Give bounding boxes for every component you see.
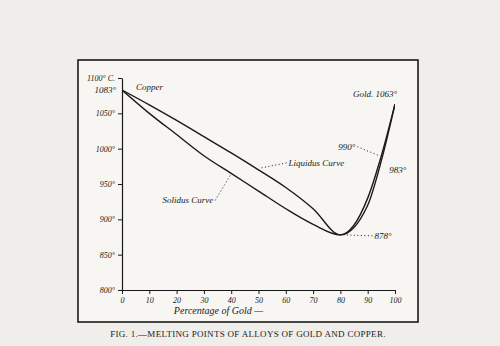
leader bbox=[262, 163, 287, 168]
y-tick: 1000° bbox=[96, 145, 122, 154]
x-tick: 80 bbox=[337, 290, 345, 305]
annotation: 878° bbox=[374, 231, 392, 241]
x-tick-label: 50 bbox=[255, 296, 263, 305]
x-tick: 0 bbox=[121, 290, 125, 305]
y-tick: 950° bbox=[100, 180, 122, 189]
y-tick-label: 800° bbox=[100, 286, 116, 295]
annotation: 983° bbox=[389, 165, 407, 175]
x-tick-mark bbox=[122, 290, 123, 294]
x-tick-label: 100 bbox=[390, 296, 402, 305]
annotation: Gold. 1063° bbox=[353, 89, 398, 99]
annotation: 1083° bbox=[94, 85, 116, 95]
y-tick-mark bbox=[118, 290, 122, 291]
y-tick: 1100° C. bbox=[87, 74, 122, 83]
leader bbox=[357, 147, 379, 156]
y-tick-mark bbox=[118, 78, 122, 79]
x-axis: 0 10 20 30 40 50 60 70 80 90 100 bbox=[121, 290, 402, 305]
annotation: 990° bbox=[338, 142, 356, 152]
x-tick-mark bbox=[204, 290, 205, 294]
x-tick-mark bbox=[231, 290, 232, 294]
x-tick-label: 40 bbox=[228, 296, 236, 305]
x-tick: 60 bbox=[282, 290, 290, 305]
x-tick: 20 bbox=[173, 290, 181, 305]
y-tick: 900° bbox=[100, 215, 122, 224]
x-tick-mark bbox=[259, 290, 260, 294]
x-axis-title: Percentage of Gold — bbox=[173, 305, 263, 316]
x-tick-mark bbox=[368, 290, 369, 294]
x-tick-label: 60 bbox=[282, 296, 290, 305]
plot-area bbox=[122, 90, 395, 235]
leader bbox=[215, 175, 230, 200]
chart: 0 10 20 30 40 50 60 70 80 90 100 800° 850° 900° 950° 10… bbox=[0, 0, 500, 346]
x-tick-label: 80 bbox=[337, 296, 345, 305]
caption: FIG. 1.—MELTING POINTS OF ALLOYS OF GOLD… bbox=[110, 329, 386, 339]
x-tick-label: 10 bbox=[146, 296, 154, 305]
y-axis-line bbox=[122, 79, 123, 291]
x-tick-label: 0 bbox=[121, 296, 125, 305]
y-tick-label: 1100° C. bbox=[87, 74, 115, 83]
y-tick-mark bbox=[118, 184, 122, 185]
x-tick-mark bbox=[340, 290, 341, 294]
y-tick: 850° bbox=[100, 251, 122, 260]
y-tick-label: 850° bbox=[100, 251, 116, 260]
x-tick: 90 bbox=[364, 290, 372, 305]
curve bbox=[122, 90, 395, 235]
x-tick: 10 bbox=[146, 290, 154, 305]
x-tick: 30 bbox=[199, 290, 208, 305]
y-tick-mark bbox=[118, 113, 122, 114]
x-tick-mark bbox=[395, 290, 396, 294]
y-tick-mark bbox=[118, 255, 122, 256]
labels: Liquidus Curve Solidus Curve 1083° Copper Go… bbox=[94, 82, 406, 241]
y-axis: 800° 850° 900° 950° 1000° 1050° 1100° C. bbox=[87, 74, 122, 295]
annotation: Copper bbox=[136, 82, 163, 92]
series-label: Liquidus Curve bbox=[288, 158, 345, 168]
x-tick-mark bbox=[313, 290, 314, 294]
x-tick-label: 30 bbox=[199, 296, 208, 305]
x-tick: 70 bbox=[310, 290, 318, 305]
x-tick-label: 90 bbox=[364, 296, 372, 305]
y-tick-mark bbox=[118, 219, 122, 220]
y-tick-label: 1050° bbox=[96, 109, 116, 118]
series-label: Solidus Curve bbox=[162, 195, 213, 205]
x-tick-mark bbox=[149, 290, 150, 294]
y-tick-mark bbox=[118, 149, 122, 150]
leader bbox=[343, 235, 372, 236]
x-tick-label: 70 bbox=[310, 296, 318, 305]
x-tick: 100 bbox=[390, 290, 402, 305]
y-tick-label: 900° bbox=[100, 215, 116, 224]
x-tick: 40 bbox=[228, 290, 236, 305]
x-tick-label: 20 bbox=[173, 296, 181, 305]
x-tick-mark bbox=[177, 290, 178, 294]
curve bbox=[122, 90, 395, 235]
y-tick: 1050° bbox=[96, 109, 122, 118]
y-tick: 800° bbox=[100, 286, 122, 295]
x-tick-mark bbox=[286, 290, 287, 294]
figure-frame bbox=[78, 60, 418, 322]
x-tick: 50 bbox=[255, 290, 263, 305]
y-tick-label: 1000° bbox=[96, 145, 116, 154]
y-tick-label: 950° bbox=[100, 180, 116, 189]
